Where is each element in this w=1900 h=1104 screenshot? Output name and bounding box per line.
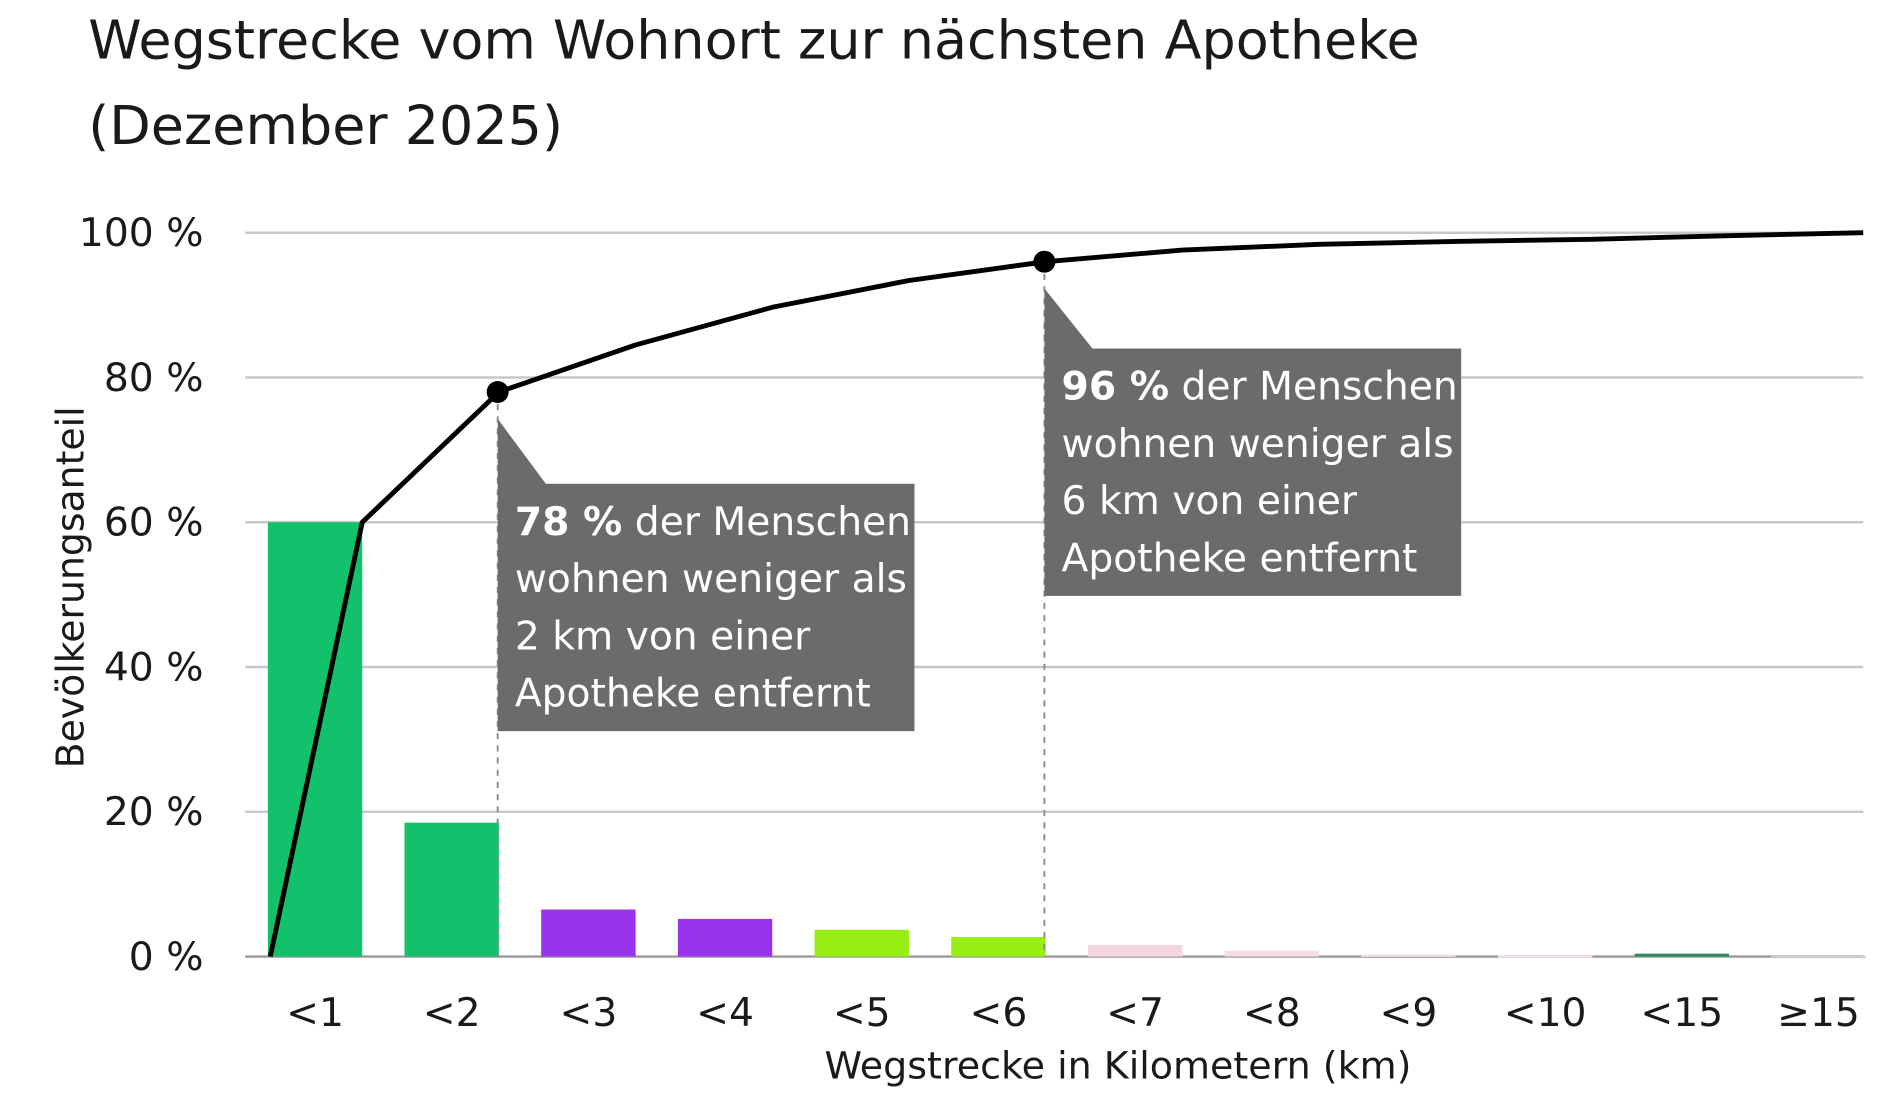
annotation-line: wohnen weniger als [515,557,907,602]
annotation-text: 78 % der Menschen [515,500,911,545]
x-tick-label: ≥15 [1777,991,1860,1036]
bar [1634,953,1729,957]
y-tick-label: 80 % [104,356,204,401]
x-tick-label: <7 [1106,991,1164,1036]
annotation-line: Apotheke entfernt [515,672,871,717]
y-axis-label: Bevölkerungsanteil [48,406,92,768]
bar [404,822,499,957]
bar [541,909,636,957]
bar [1771,955,1866,959]
x-tick-label: <1 [286,991,344,1036]
cumulative-line [267,230,1864,958]
bar [951,937,1046,957]
annotation-pointer [1044,288,1094,350]
annotation-box [497,483,915,732]
y-tick-label: 20 % [104,790,204,835]
x-tick-label: <10 [1504,991,1587,1036]
y-tick-label: 100 % [79,211,204,256]
x-tick-label: <8 [1243,991,1301,1036]
annotation-line: wohnen weniger als [1062,422,1454,467]
bar [814,929,909,957]
y-tick-label: 60 % [104,501,204,546]
annotation-box [1044,348,1462,596]
y-tick-label: 40 % [104,646,204,691]
x-axis-label: Wegstrecke in Kilometern (km) [824,1044,1411,1088]
x-tick-label: <9 [1380,991,1438,1036]
chart-title: Wegstrecke vom Wohnort zur nächsten Apot… [88,9,1419,72]
x-tick-label: <2 [423,991,481,1036]
x-tick-label: <15 [1640,991,1723,1036]
annotation-text: 96 % der Menschen [1062,365,1458,410]
bar [1087,944,1183,957]
annotation-pointer [497,418,547,485]
data-point-marker [1033,250,1056,273]
annotation-value: 96 % [1062,365,1170,410]
annotation-line: 2 km von einer [515,615,811,660]
bar [1224,950,1319,957]
bar [677,918,773,957]
annotation-line: 6 km von einer [1062,479,1358,524]
x-tick-label: <4 [696,991,754,1036]
bar [1361,954,1456,957]
annotation-line: Apotheke entfernt [1062,537,1418,582]
x-tick-label: <3 [559,991,617,1036]
x-tick-label: <6 [970,991,1028,1036]
annotation-line: der Menschen [1169,365,1458,410]
annotation-line: der Menschen [622,500,911,545]
chart-subtitle: (Dezember 2025) [88,94,563,157]
annotation-value: 78 % [515,500,623,545]
y-tick-label: 0 % [129,935,204,980]
bar [1497,955,1593,958]
data-point-marker [486,381,509,403]
x-tick-label: <5 [833,991,891,1036]
